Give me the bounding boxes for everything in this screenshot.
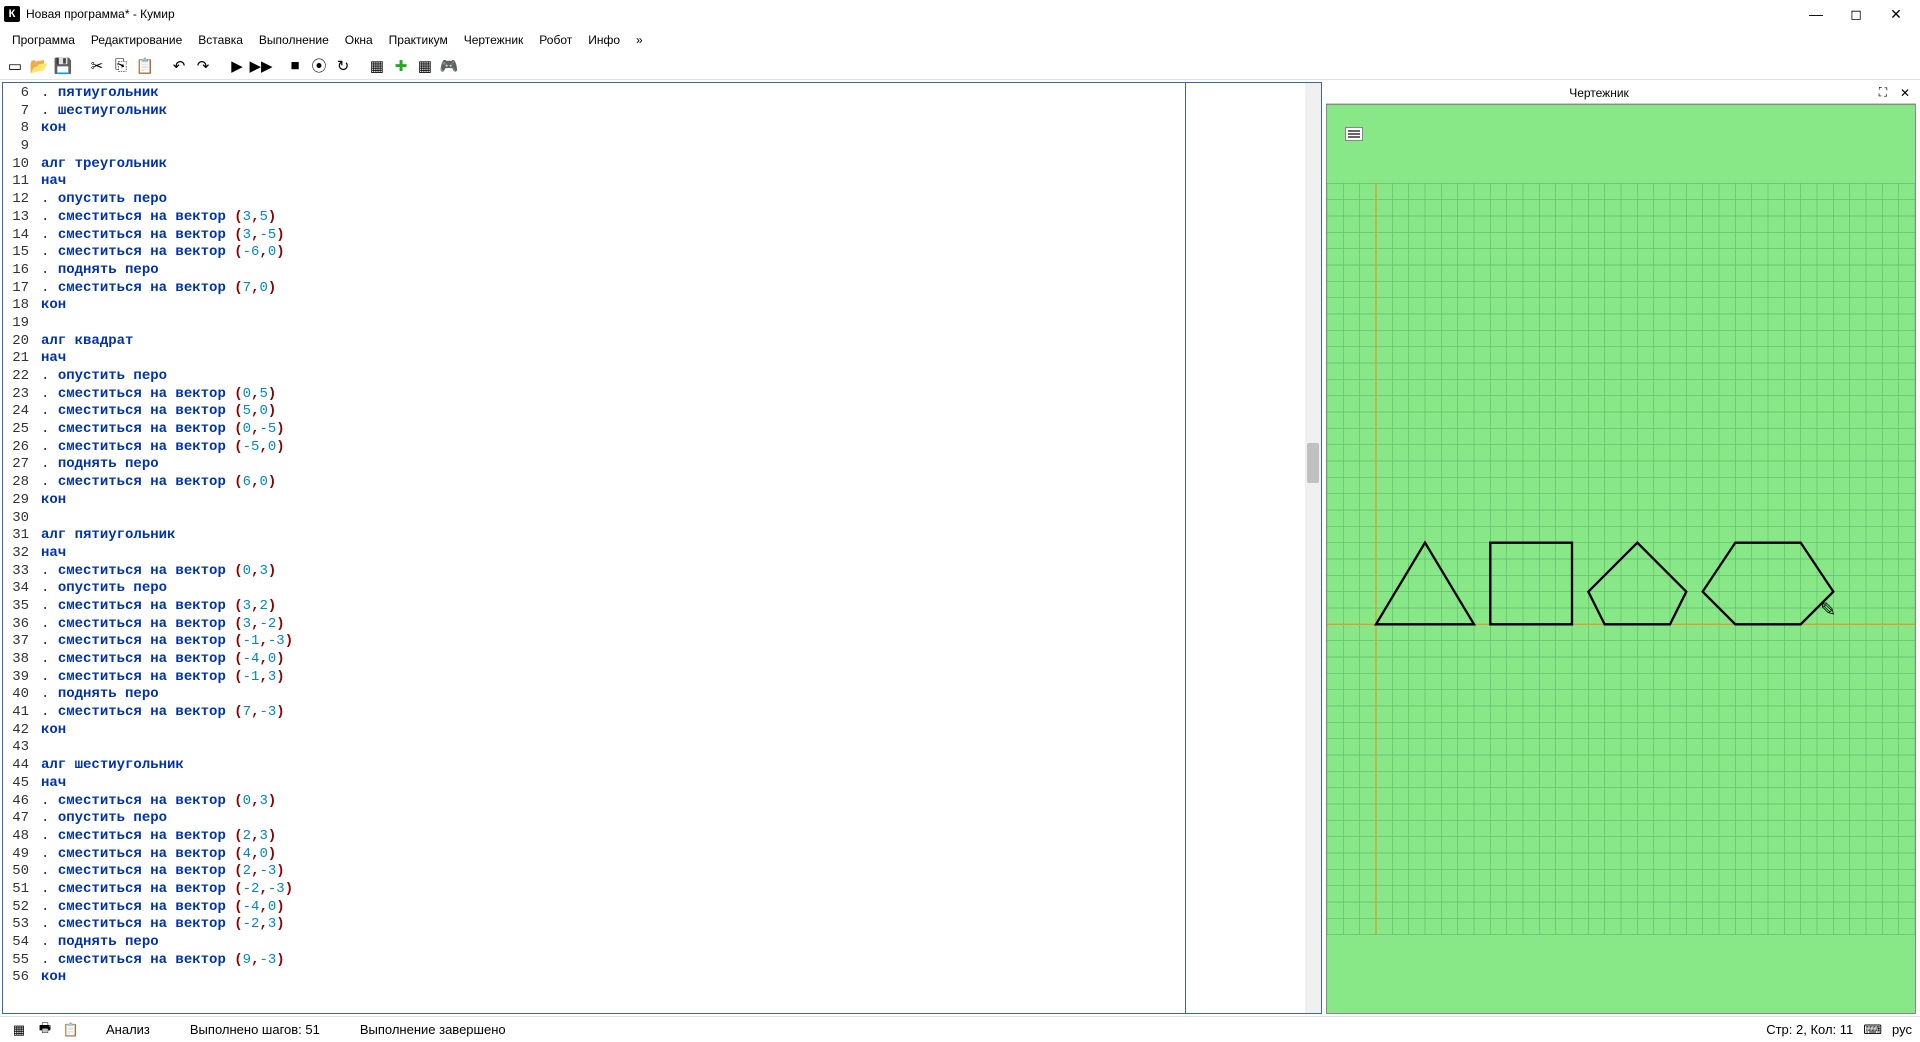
pen-icon: ✎ <box>1820 600 1836 621</box>
menu-Чертежник[interactable]: Чертежник <box>456 30 532 50</box>
toolbar-step-icon[interactable]: ▶▶ <box>250 55 272 77</box>
toolbar-cut-icon[interactable]: ✂ <box>86 55 108 77</box>
menu-Программа[interactable]: Программа <box>4 30 83 50</box>
toolbar-redo-icon[interactable]: ↷ <box>192 55 214 77</box>
menu-Инфо[interactable]: Инфо <box>580 30 628 50</box>
menu-Робот[interactable]: Робот <box>531 30 580 50</box>
menu-Редактирование[interactable]: Редактирование <box>83 30 190 50</box>
app-icon: К <box>4 6 20 22</box>
status-kbd-icon[interactable]: ⌨ <box>1863 1022 1882 1038</box>
status-icon-1[interactable]: ▦ <box>8 1020 30 1040</box>
main-area: 6789101112131415161718192021222324252627… <box>0 80 1920 1016</box>
toolbar-game-icon[interactable]: 🎮 <box>438 55 460 77</box>
drawing-header: Чертежник ⛶ ✕ <box>1326 82 1916 104</box>
maximize-button[interactable]: ◻ <box>1836 0 1876 28</box>
close-button[interactable]: ✕ <box>1876 0 1916 28</box>
toolbar: ▭📂💾✂⎘📋↶↷▶▶▶■⦿↻▦✚▦🎮 <box>0 52 1920 80</box>
toolbar-open-icon[interactable]: 📂 <box>28 55 50 77</box>
menu-Окна[interactable]: Окна <box>337 30 381 50</box>
status-icon-3[interactable]: 📋 <box>60 1020 82 1040</box>
window-title: Новая программа* - Кумир <box>26 7 175 21</box>
toolbar-loop-icon[interactable]: ↻ <box>332 55 354 77</box>
drawing-pane: Чертежник ⛶ ✕ ✎ <box>1326 82 1916 1014</box>
drawing-maximize-icon[interactable]: ⛶ <box>1872 85 1894 100</box>
scrollbar-thumb[interactable] <box>1307 443 1319 483</box>
vertical-scrollbar[interactable] <box>1305 83 1321 1013</box>
menu-»[interactable]: » <box>628 30 651 50</box>
toolbar-new-icon[interactable]: ▭ <box>4 55 26 77</box>
editor-margin <box>1185 83 1305 1013</box>
toolbar-copy-icon[interactable]: ⎘ <box>110 55 132 77</box>
menu-Выполнение[interactable]: Выполнение <box>251 30 337 50</box>
toolbar-undo-icon[interactable]: ↶ <box>168 55 190 77</box>
status-analysis: Анализ <box>106 1022 150 1037</box>
toolbar-grid1-icon[interactable]: ▦ <box>366 55 388 77</box>
canvas-menu-icon[interactable] <box>1345 127 1363 141</box>
status-steps: Выполнено шагов: 51 <box>190 1022 320 1037</box>
toolbar-grid2-icon[interactable]: ✚ <box>390 55 412 77</box>
drawing-canvas[interactable]: ✎ <box>1326 104 1916 1014</box>
toolbar-record-icon[interactable]: ⦿ <box>308 55 330 77</box>
code-editor[interactable]: . пятиугольник. шестиугольниккон алг тре… <box>35 83 1185 1013</box>
line-gutter: 6789101112131415161718192021222324252627… <box>3 83 35 1013</box>
status-position: Стр: 2, Кол: 11 <box>1766 1022 1853 1037</box>
toolbar-save-icon[interactable]: 💾 <box>52 55 74 77</box>
menu-Практикум[interactable]: Практикум <box>381 30 456 50</box>
toolbar-run-icon[interactable]: ▶ <box>226 55 248 77</box>
editor-pane: 6789101112131415161718192021222324252627… <box>2 82 1322 1014</box>
menubar: ПрограммаРедактированиеВставкаВыполнение… <box>0 28 1920 52</box>
drawing-close-icon[interactable]: ✕ <box>1894 86 1916 100</box>
status-lang[interactable]: рус <box>1892 1022 1912 1037</box>
titlebar: К Новая программа* - Кумир ― ◻ ✕ <box>0 0 1920 28</box>
toolbar-paste-icon[interactable]: 📋 <box>134 55 156 77</box>
minimize-button[interactable]: ― <box>1796 0 1836 28</box>
status-done: Выполнение завершено <box>360 1022 506 1037</box>
menu-Вставка[interactable]: Вставка <box>190 30 251 50</box>
drawing-title: Чертежник <box>1326 86 1872 100</box>
toolbar-stop-icon[interactable]: ■ <box>284 55 306 77</box>
toolbar-grid3-icon[interactable]: ▦ <box>414 55 436 77</box>
statusbar: ▦ 🖶 📋 Анализ Выполнено шагов: 51 Выполне… <box>0 1016 1920 1042</box>
status-icon-2[interactable]: 🖶 <box>34 1020 56 1040</box>
